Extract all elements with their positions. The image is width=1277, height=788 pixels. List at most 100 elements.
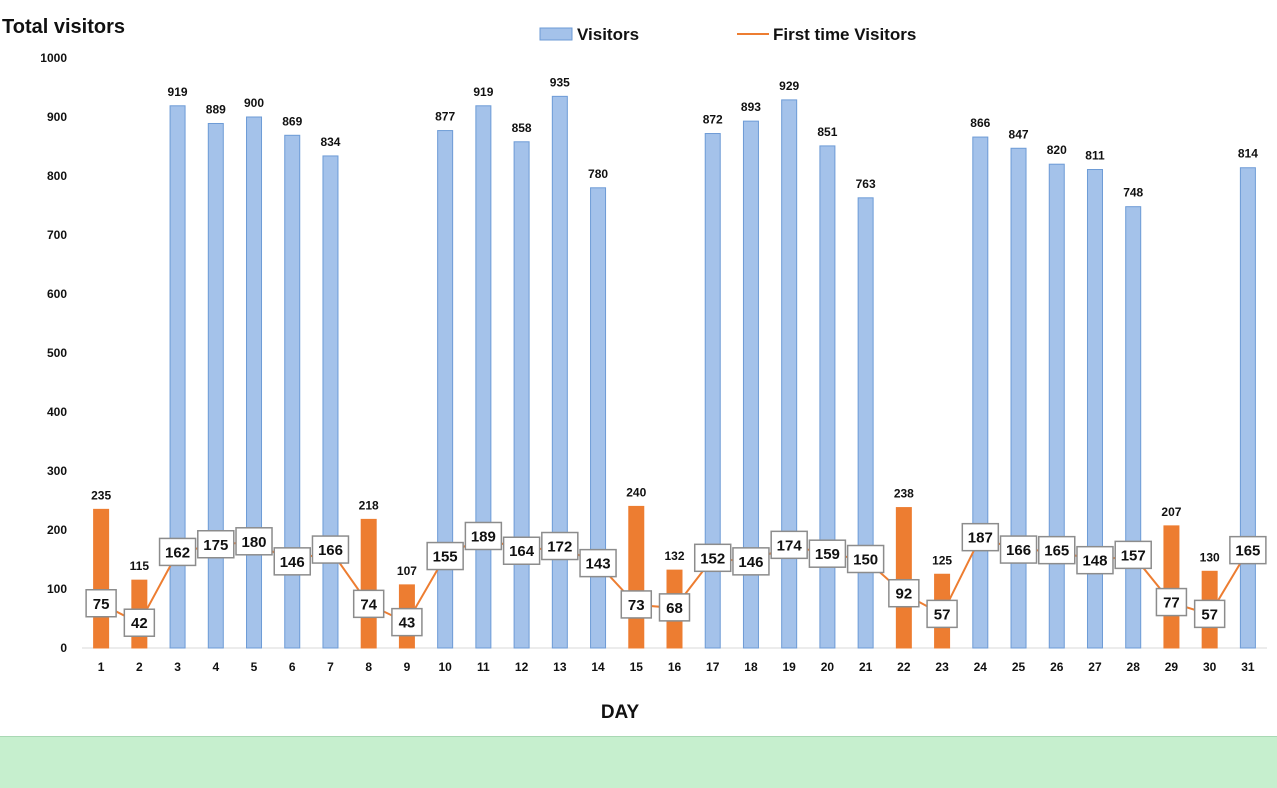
point-label-box — [693, 543, 732, 573]
visitors-bar-value: 238 — [894, 487, 914, 501]
first-time-visitors-point-label: 172 — [541, 531, 579, 561]
x-tick-label: 31 — [1241, 660, 1255, 674]
point-label-box — [999, 535, 1038, 564]
visitors-bar-value: 877 — [435, 110, 455, 124]
point-label-value: 165 — [1044, 543, 1069, 560]
x-tick-label: 4 — [212, 660, 219, 674]
visitors-bar — [1163, 525, 1180, 649]
first-time-visitors-point-label: 180 — [235, 527, 273, 556]
legend-visitors-label: Visitors — [577, 25, 639, 44]
visitors-bar-value: 869 — [282, 114, 302, 128]
first-time-visitors-point-label: 165 — [1229, 535, 1267, 565]
first-time-visitors-point-label: 43 — [391, 607, 423, 637]
y-tick-label: 500 — [47, 346, 67, 360]
x-tick-label: 15 — [630, 660, 644, 674]
point-label-value: 73 — [628, 597, 645, 614]
x-tick-label: 16 — [668, 660, 682, 674]
visitors-bar-value: 130 — [1200, 550, 1220, 564]
x-tick-label: 19 — [782, 660, 796, 674]
visitors-bar-value: 125 — [932, 553, 952, 567]
point-label-box — [732, 547, 770, 576]
visitors-bar — [322, 155, 339, 649]
x-tick-label: 3 — [174, 660, 181, 674]
visitors-bar-value: 240 — [626, 485, 646, 499]
x-tick-label: 28 — [1127, 660, 1141, 674]
point-label-box — [123, 608, 156, 637]
point-label-value: 43 — [399, 615, 416, 632]
x-tick-label: 25 — [1012, 660, 1026, 674]
visitors-bar — [819, 145, 836, 649]
visitors-bar — [742, 120, 759, 649]
x-tick-label: 30 — [1203, 660, 1217, 674]
visitors-bar-value: 919 — [168, 85, 188, 99]
visitors-bar-value: 851 — [817, 125, 837, 139]
status-band — [0, 736, 1277, 788]
point-label-value: 148 — [1082, 553, 1107, 570]
point-label-box — [808, 539, 847, 568]
visitors-bar-value: 893 — [741, 100, 761, 114]
visitors-bar-value: 866 — [970, 116, 990, 130]
visitors-bar — [360, 518, 377, 649]
visitors-bar-value: 763 — [856, 177, 876, 191]
legend-visitors-swatch — [539, 27, 573, 41]
visitors-bar — [207, 122, 224, 649]
visitors-bar — [1048, 163, 1065, 649]
first-time-visitors-point-label: 75 — [85, 589, 117, 618]
first-time-visitors-point-label: 157 — [1114, 540, 1152, 570]
visitors-bar-labels: 235 115 919 889 900 869 834 218 107 877 919 858 935 7… — [91, 75, 1258, 578]
visitors-bar-value: 919 — [473, 85, 493, 99]
x-tick-label: 22 — [897, 660, 911, 674]
y-tick-label: 200 — [47, 523, 67, 537]
x-tick-label: 8 — [365, 660, 372, 674]
point-label-box — [888, 578, 920, 608]
point-label-box — [464, 521, 503, 551]
x-tick-label: 26 — [1050, 660, 1064, 674]
point-label-value: 74 — [360, 596, 377, 613]
first-time-visitors-point-label: 162 — [158, 537, 197, 567]
point-label-box — [426, 541, 464, 571]
x-tick-label: 2 — [136, 660, 143, 674]
y-tick-label: 100 — [47, 582, 67, 596]
point-label-value: 180 — [242, 534, 267, 551]
visitors-bar-value: 935 — [550, 75, 570, 89]
visitors-bar — [1010, 147, 1027, 649]
y-tick-label: 900 — [47, 110, 67, 124]
point-label-box — [352, 589, 385, 619]
visitors-bar — [628, 505, 645, 649]
y-tick-label: 700 — [47, 228, 67, 242]
visitors-bar-value: 834 — [320, 135, 340, 149]
point-label-value: 57 — [934, 606, 951, 623]
x-tick-label: 9 — [404, 660, 411, 674]
point-label-value: 146 — [280, 554, 305, 571]
first-time-visitors-point-label: 155 — [426, 541, 464, 571]
point-label-box — [770, 530, 808, 560]
x-tick-label: 6 — [289, 660, 296, 674]
first-time-visitors-point-label: 146 — [273, 547, 311, 576]
first-time-visitors-point-label: 166 — [999, 535, 1038, 564]
x-axis-title: DAY — [601, 702, 640, 723]
point-label-box — [1038, 535, 1076, 565]
x-tick-label: 14 — [591, 660, 605, 674]
x-tick-label: 23 — [935, 660, 949, 674]
visitors-bar-value: 107 — [397, 564, 417, 578]
first-time-visitors-point-label: 166 — [311, 535, 350, 564]
first-time-visitors-point-label: 174 — [770, 530, 808, 560]
y-tick-label: 800 — [47, 169, 67, 183]
legend-first-time-label: First time Visitors — [773, 25, 916, 44]
visitors-bar-value: 872 — [703, 113, 723, 127]
x-tick-label: 11 — [477, 660, 490, 674]
first-time-visitors-point-label: 146 — [732, 547, 770, 576]
first-time-visitors-point-label: 164 — [502, 536, 541, 565]
point-label-value: 75 — [93, 596, 110, 613]
first-time-visitors-labels: 75 42 162 175 180 146 166 74 43 155 189 164 172 143 73… — [85, 521, 1267, 637]
first-time-visitors-point-label: 143 — [579, 548, 617, 578]
legend: Visitors First time Visitors — [539, 25, 916, 44]
y-tick-label: 600 — [47, 287, 67, 301]
point-label-value: 42 — [131, 615, 148, 632]
visitors-bar — [704, 133, 721, 649]
point-label-value: 92 — [896, 586, 913, 603]
first-time-visitors-point-label: 57 — [926, 599, 958, 629]
point-label-box — [1193, 599, 1226, 629]
point-label-value: 187 — [968, 530, 993, 547]
visitors-chart: Total visitors Visitors First time Visit… — [2, 16, 1267, 723]
